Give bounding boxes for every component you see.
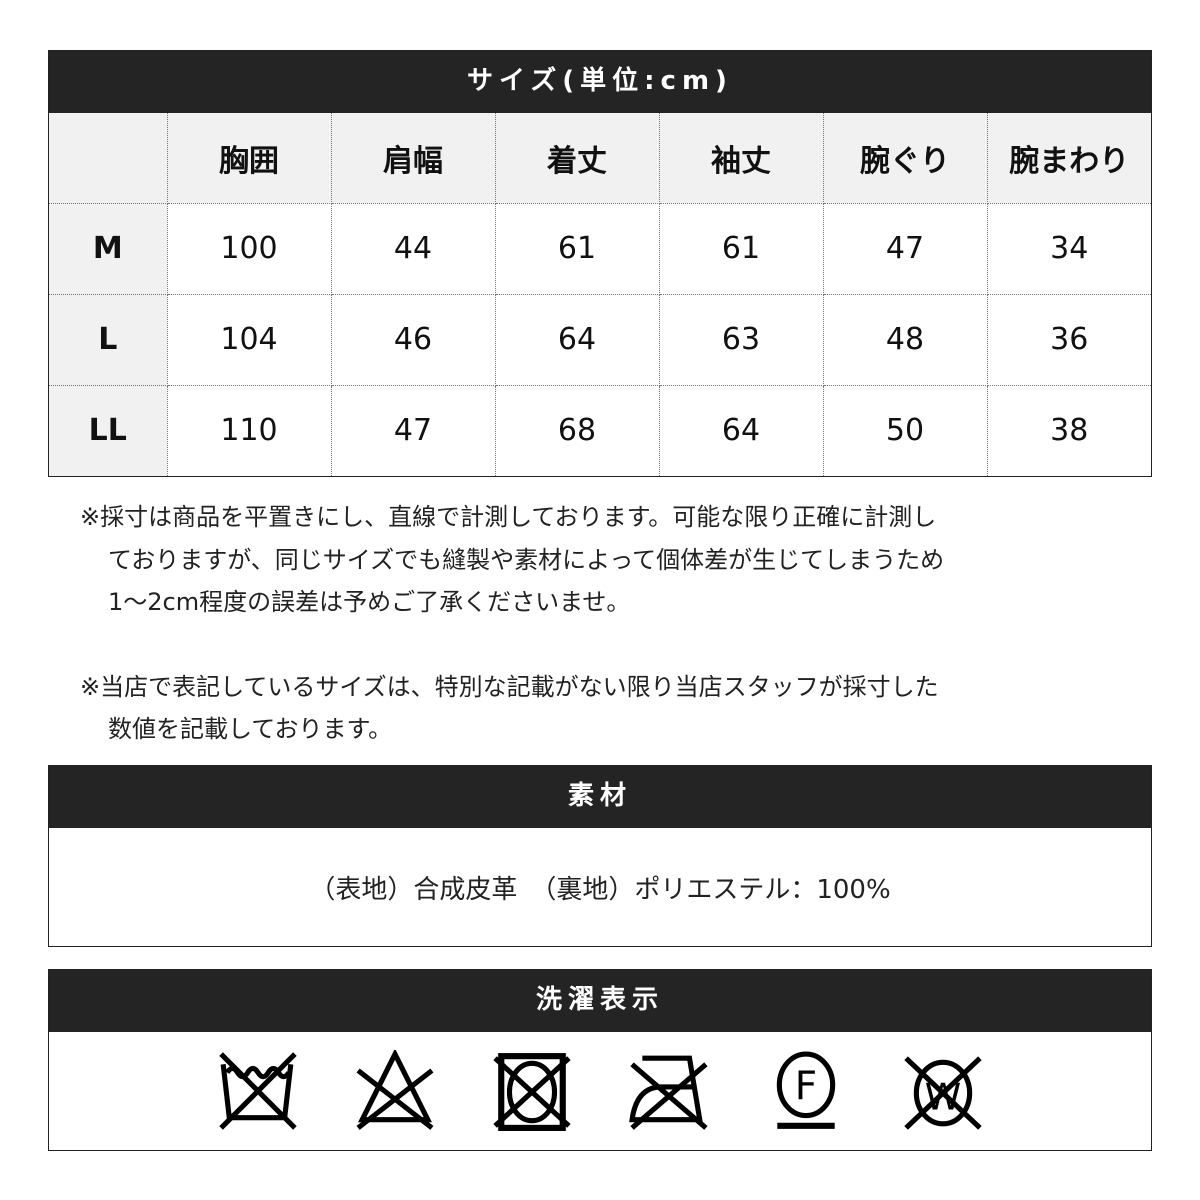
table-cell: 100 xyxy=(166,202,332,295)
material-title: 素材 xyxy=(49,766,1151,828)
material-text: （表地）合成皮革 （裏地）ポリエステル：100% xyxy=(309,874,891,905)
table-cell: 48 xyxy=(822,293,988,386)
measurement-notes: ※採寸は商品を平置きにし、直線で計測しております。可能な限り正確に計測し ており… xyxy=(80,496,944,793)
table-cell: 44 xyxy=(330,202,496,295)
size-table-section: サイズ(単位:cm) 胸囲 肩幅 着丈 袖丈 腕ぐり 腕まわり M 100 44… xyxy=(48,50,1152,477)
table-header-row: 胸囲 肩幅 着丈 袖丈 腕ぐり 腕まわり xyxy=(49,113,1151,204)
table-cell: 38 xyxy=(986,384,1151,476)
table-cell: 68 xyxy=(494,384,660,476)
care-title: 洗濯表示 xyxy=(49,970,1151,1032)
size-table: 胸囲 肩幅 着丈 袖丈 腕ぐり 腕まわり M 100 44 61 61 47 3… xyxy=(49,113,1151,476)
note-line: ※当店で表記しているサイズは、特別な記載がない限り当店スタッフが採寸した xyxy=(80,672,939,701)
note: ※採寸は商品を平置きにし、直線で計測しております。可能な限り正確に計測し ており… xyxy=(80,496,944,624)
table-row: M 100 44 61 61 47 34 xyxy=(49,202,1151,295)
note-line: ※採寸は商品を平置きにし、直線で計測しております。可能な限り正確に計測し xyxy=(80,503,937,531)
table-cell: 63 xyxy=(658,293,824,386)
table-cell: 34 xyxy=(986,202,1151,295)
no-bleach-icon xyxy=(356,1050,433,1130)
table-row: L 104 46 64 63 48 36 xyxy=(49,293,1151,386)
note-line: ておりますが、同じサイズでも縫製や素材によって個体差が生じてしまうため xyxy=(108,545,945,574)
column-header: 腕まわり xyxy=(986,113,1151,204)
size-table-title: サイズ(単位:cm) xyxy=(49,51,1151,113)
no-iron-icon xyxy=(628,1055,708,1130)
table-cell: 64 xyxy=(658,384,824,476)
table-cell: 64 xyxy=(494,293,660,386)
dry-clean-f-icon: F xyxy=(776,1051,835,1129)
note-line: 1〜2cm程度の誤差は予めご了承くださいませ。 xyxy=(108,588,631,616)
table-cell: 110 xyxy=(166,384,332,476)
care-icons: F W xyxy=(49,1032,1151,1150)
table-cell: 104 xyxy=(166,293,332,386)
table-row: LL 110 47 68 64 50 38 xyxy=(49,384,1151,476)
table-cell: 47 xyxy=(822,202,988,295)
column-header xyxy=(49,113,168,204)
no-tumble-dry-icon xyxy=(492,1053,571,1131)
column-header: 胸囲 xyxy=(166,113,332,204)
column-header: 着丈 xyxy=(494,113,660,204)
size-label: LL xyxy=(49,384,168,476)
size-label: M xyxy=(49,202,168,295)
table-cell: 61 xyxy=(658,202,824,295)
care-section: 洗濯表示 F W xyxy=(48,969,1152,1151)
table-cell: 46 xyxy=(330,293,496,386)
size-label: L xyxy=(49,293,168,386)
table-cell: 61 xyxy=(494,202,660,295)
no-wet-clean-icon: W xyxy=(903,1056,982,1130)
note: ※当店で表記しているサイズは、特別な記載がない限り当店スタッフが採寸した 数値を… xyxy=(80,666,944,751)
icon-letter: F xyxy=(794,1064,816,1109)
material-section: 素材 （表地）合成皮革 （裏地）ポリエステル：100% xyxy=(48,765,1152,947)
no-wash-icon xyxy=(218,1052,297,1130)
column-header: 袖丈 xyxy=(658,113,824,204)
column-header: 肩幅 xyxy=(330,113,496,204)
table-cell: 36 xyxy=(986,293,1151,386)
table-cell: 50 xyxy=(822,384,988,476)
column-header: 腕ぐり xyxy=(822,113,988,204)
note-line: 数値を記載しております。 xyxy=(108,715,393,743)
table-cell: 47 xyxy=(330,384,496,476)
